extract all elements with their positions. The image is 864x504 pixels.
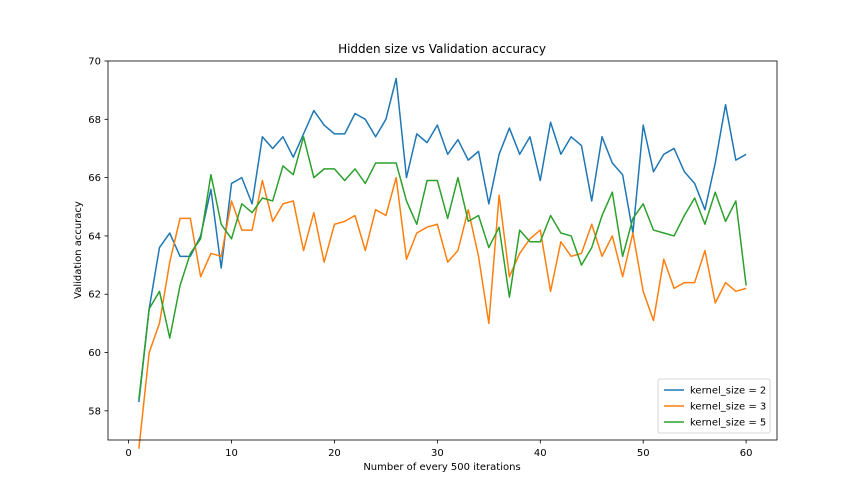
legend-label-3: kernel_size = 5: [690, 418, 766, 429]
plot-frame: [107, 60, 778, 441]
series-line-2: [138, 176, 747, 449]
x-tick-label: 30: [431, 448, 444, 459]
x-tick-label: 20: [328, 448, 341, 459]
legend-label-2: kernel_size = 3: [690, 402, 766, 413]
plot-area: [138, 77, 747, 449]
y-tick-label: 62: [88, 290, 101, 301]
x-tick-label: 0: [125, 448, 131, 459]
legend-label-1: kernel_size = 2: [690, 386, 766, 397]
y-tick-label: 70: [88, 57, 101, 68]
x-tick-label: 40: [534, 448, 547, 459]
series-line-3: [138, 136, 747, 400]
x-tick-label: 10: [225, 448, 238, 459]
x-axis-title: Number of every 500 iterations: [363, 462, 520, 473]
legend: kernel_size = 2 kernel_size = 3 kernel_siz…: [657, 378, 771, 434]
axes: 0 10 20 30 40 50 60 58 60 62 64 66 68 70: [88, 57, 778, 459]
y-tick-label: 68: [88, 115, 101, 126]
y-tick-label: 58: [88, 406, 101, 417]
series-line-1: [138, 77, 747, 403]
chart-title: Hidden size vs Validation accuracy: [338, 42, 546, 56]
y-tick-label: 60: [88, 348, 101, 359]
x-tick-label: 50: [637, 448, 650, 459]
x-tick-label: 60: [740, 448, 753, 459]
y-tick-label: 66: [88, 173, 101, 184]
legend-box: [657, 378, 771, 434]
y-tick-label: 64: [88, 231, 101, 242]
y-axis-title: Validation accuracy: [73, 201, 84, 299]
